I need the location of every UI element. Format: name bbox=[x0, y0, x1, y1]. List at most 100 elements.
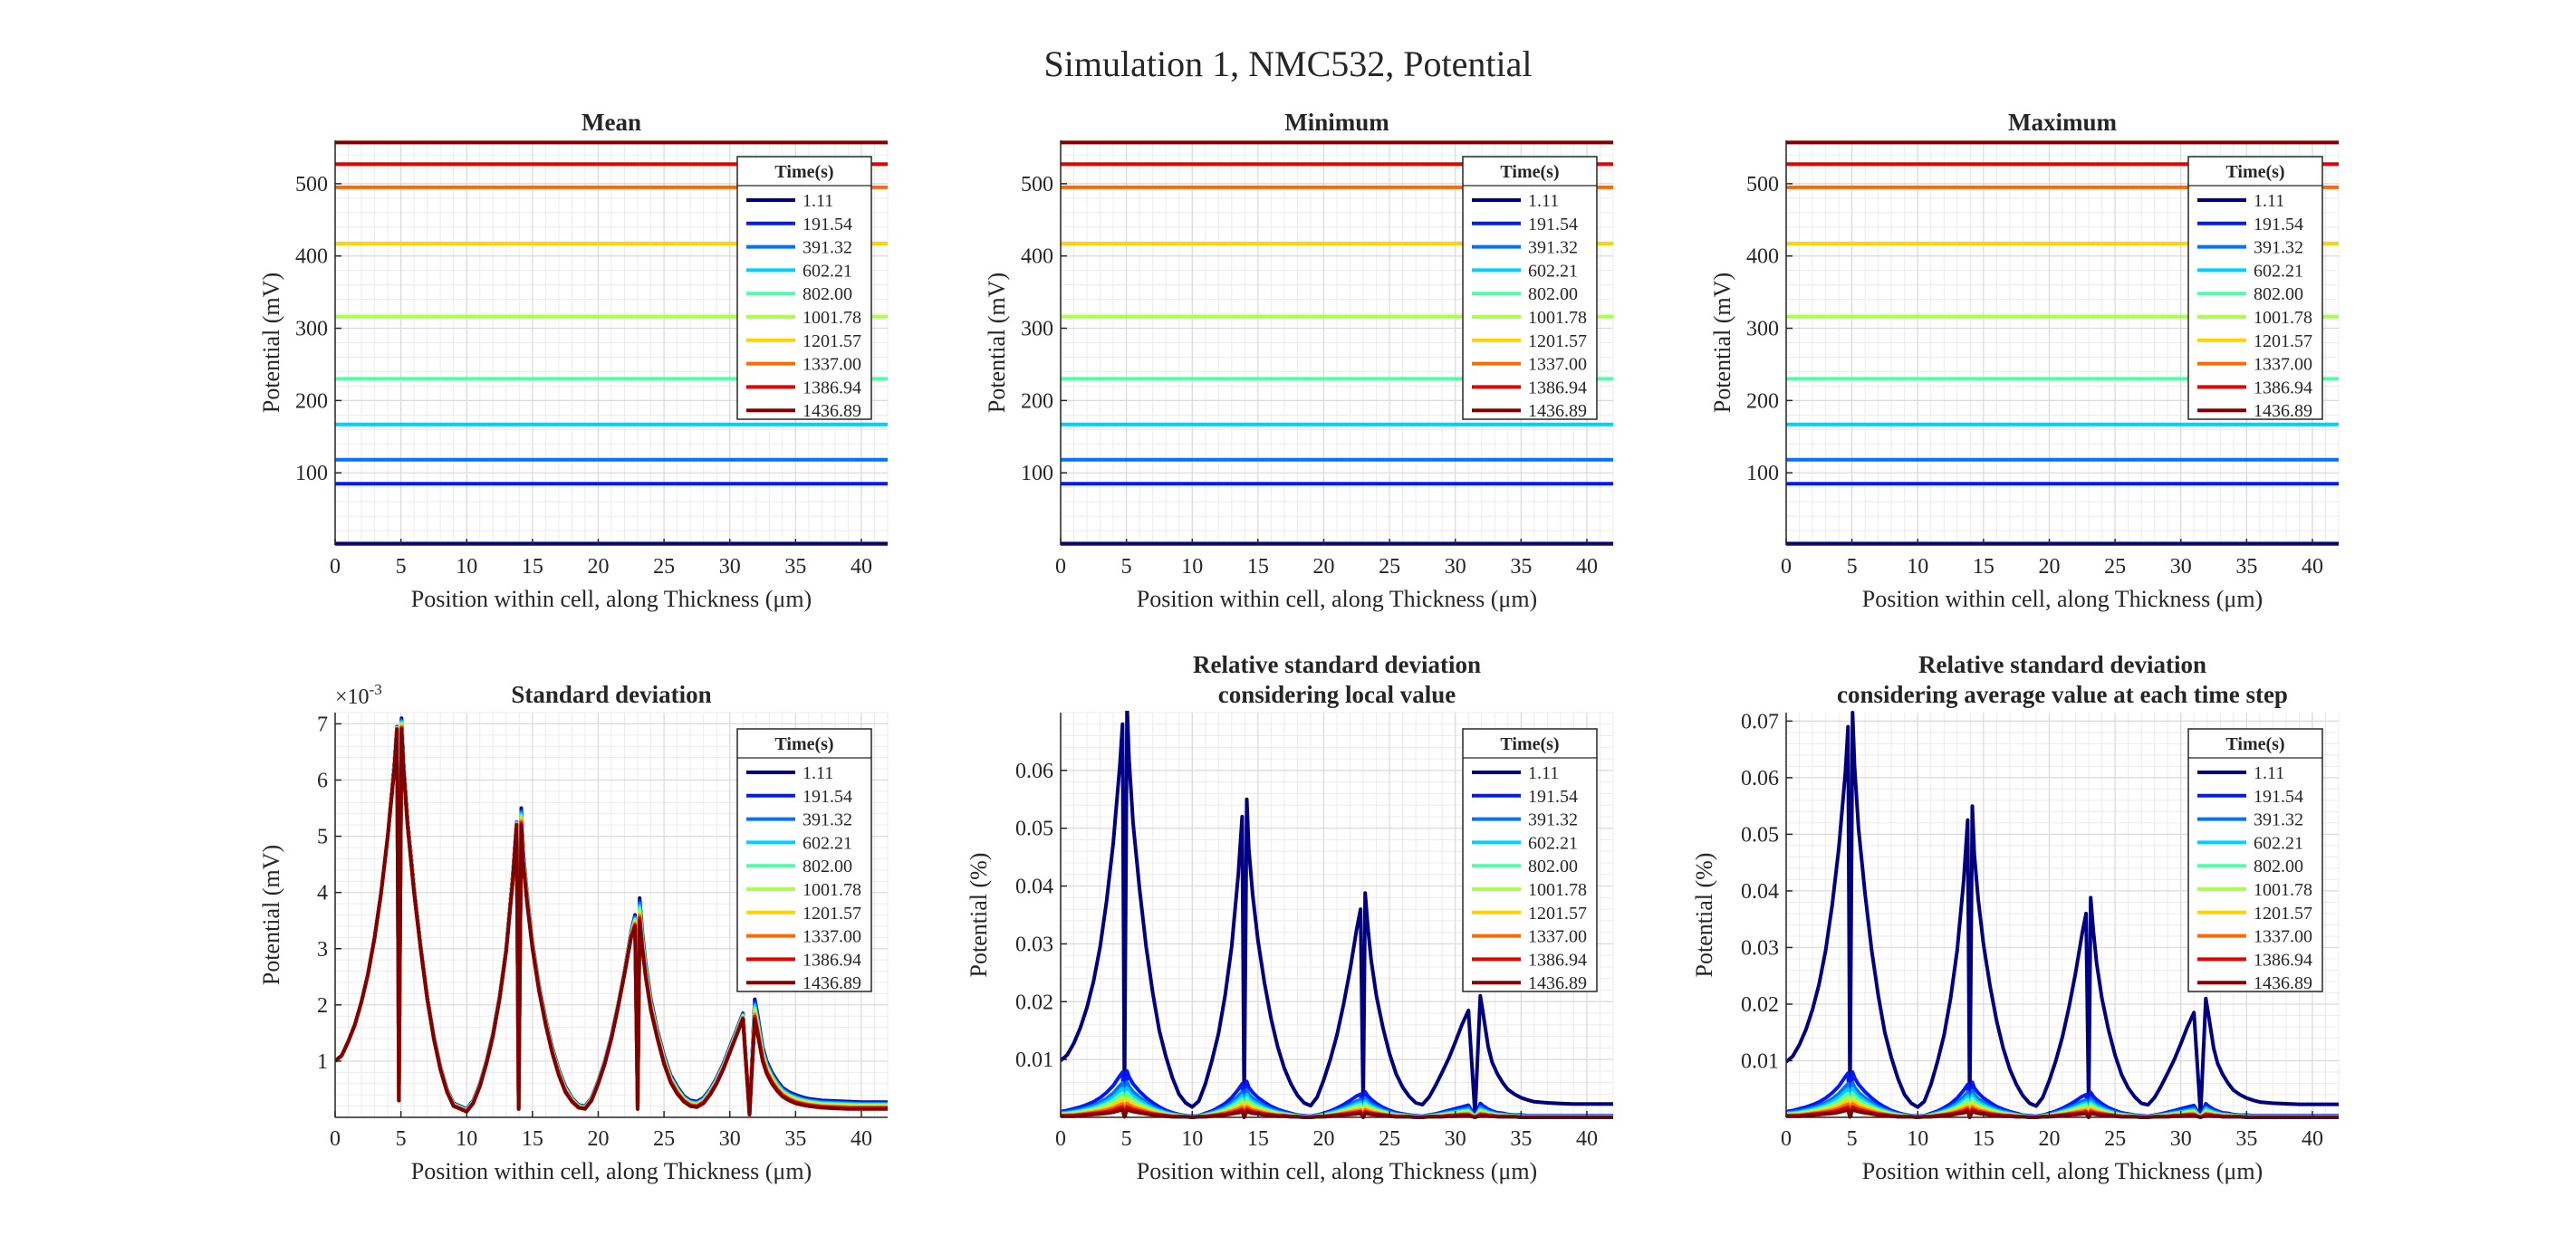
legend: Time(s) 1.11 191.54 391.32 602.21 802.00 1001.… bbox=[2187, 156, 2323, 421]
legend-label: 191.54 bbox=[803, 787, 852, 807]
legend-label: 1201.57 bbox=[803, 331, 861, 351]
y-tick-label: 4 bbox=[317, 882, 328, 905]
x-tick-label: 0 bbox=[1055, 555, 1066, 579]
legend-label: 1001.78 bbox=[803, 308, 861, 328]
legend: Time(s) 1.11 191.54 391.32 602.21 802.00 1001.… bbox=[736, 156, 872, 421]
subplot-4: 0 5 10 15 20 25 30 35 40 1 2 3 4 5 6 7 ×10-3 Position wit… bbox=[258, 681, 889, 1184]
x-tick-label: 15 bbox=[1973, 555, 1994, 579]
y-tick-label: 500 bbox=[1746, 173, 1779, 196]
legend-label: 1201.57 bbox=[1528, 331, 1587, 351]
y-tick-label: 500 bbox=[295, 173, 328, 196]
y-axis-label: Potential (%) bbox=[1691, 853, 1717, 978]
y-tick-label: 500 bbox=[1021, 173, 1053, 196]
y-tick-label: 100 bbox=[1746, 462, 1779, 485]
x-axis-label: Position within cell, along Thickness (μ… bbox=[1862, 1158, 2263, 1184]
x-tick-label: 0 bbox=[1055, 1127, 1066, 1151]
x-tick-label: 30 bbox=[2170, 555, 2192, 579]
legend-label: 1386.94 bbox=[803, 950, 861, 970]
series-line-1436.89 bbox=[335, 727, 888, 1116]
x-tick-label: 5 bbox=[396, 1127, 407, 1151]
x-tick-label: 25 bbox=[653, 555, 675, 579]
legend-label: 1337.00 bbox=[803, 927, 861, 947]
legend-label: 1.11 bbox=[2254, 191, 2284, 211]
legend-label: 1201.57 bbox=[2254, 904, 2312, 924]
legend: Time(s) 1.11 191.54 391.32 602.21 802.00 1001.… bbox=[1462, 156, 1598, 421]
x-tick-label: 30 bbox=[2170, 1127, 2192, 1151]
y-tick-label: 7 bbox=[317, 713, 328, 736]
x-tick-label: 35 bbox=[784, 1127, 806, 1151]
x-tick-label: 10 bbox=[1181, 1127, 1203, 1151]
legend-title: Time(s) bbox=[1500, 734, 1559, 754]
x-tick-label: 10 bbox=[1181, 555, 1203, 579]
y-tick-label: 0.07 bbox=[1741, 710, 1779, 733]
x-tick-label: 25 bbox=[2104, 555, 2126, 579]
y-tick-label: 0.04 bbox=[1741, 880, 1779, 904]
legend-label: 1436.89 bbox=[803, 973, 861, 993]
x-axis-label: Position within cell, along Thickness (μ… bbox=[411, 586, 812, 612]
series-group bbox=[1786, 140, 2339, 546]
x-tick-label: 10 bbox=[1907, 555, 1928, 579]
x-tick-label: 5 bbox=[1121, 555, 1132, 579]
y-tick-label: 400 bbox=[295, 245, 328, 269]
x-tick-label: 35 bbox=[1510, 555, 1532, 579]
legend-label: 1.11 bbox=[1528, 191, 1559, 211]
y-tick-label: 400 bbox=[1746, 245, 1779, 269]
y-axis-label: Potential (mV) bbox=[984, 273, 1010, 413]
legend-label: 1201.57 bbox=[2254, 331, 2312, 351]
legend-label: 1386.94 bbox=[1528, 950, 1587, 970]
legend-label: 1337.00 bbox=[803, 355, 861, 375]
x-tick-label: 10 bbox=[1907, 1127, 1928, 1151]
legend-title: Time(s) bbox=[2225, 734, 2284, 754]
legend-label: 802.00 bbox=[1528, 857, 1578, 876]
y-tick-label: 0.04 bbox=[1015, 876, 1053, 899]
legend-label: 1337.00 bbox=[2254, 927, 2312, 947]
x-tick-label: 0 bbox=[330, 1127, 341, 1151]
x-tick-label: 20 bbox=[2038, 1127, 2060, 1151]
subplot-5: 0 5 10 15 20 25 30 35 40 0.01 0.02 0.03 0.04 0.05 0.06… bbox=[966, 651, 1614, 1184]
y-tick-label: 0.03 bbox=[1741, 936, 1779, 960]
legend-label: 1436.89 bbox=[2254, 973, 2312, 993]
y-tick-label: 0.02 bbox=[1741, 993, 1779, 1017]
legend-label: 191.54 bbox=[1528, 787, 1578, 807]
x-tick-label: 5 bbox=[1847, 555, 1858, 579]
x-tick-label: 15 bbox=[522, 1127, 543, 1151]
x-tick-label: 5 bbox=[1847, 1127, 1858, 1151]
legend-label: 1337.00 bbox=[1528, 355, 1587, 375]
y-tick-label: 2 bbox=[317, 994, 328, 1018]
legend-label: 802.00 bbox=[803, 284, 852, 304]
legend-label: 1436.89 bbox=[1528, 401, 1587, 421]
x-tick-label: 20 bbox=[1312, 555, 1334, 579]
subplot-1: 0 5 10 15 20 25 30 35 40 100 200 300 400 500 Position … bbox=[258, 109, 889, 612]
series-group bbox=[1061, 711, 1613, 1119]
subplot-title: Relative standard deviation bbox=[1193, 651, 1481, 678]
legend-label: 1.11 bbox=[2254, 763, 2284, 783]
y-exponent-power: -3 bbox=[370, 681, 382, 698]
legend-label: 802.00 bbox=[803, 857, 852, 876]
legend-label: 1337.00 bbox=[2254, 355, 2312, 375]
x-tick-label: 35 bbox=[2235, 555, 2257, 579]
x-tick-label: 30 bbox=[1445, 1127, 1466, 1151]
x-tick-label: 25 bbox=[1379, 555, 1400, 579]
legend-label: 802.00 bbox=[2254, 284, 2303, 304]
x-tick-label: 25 bbox=[1379, 1127, 1400, 1151]
legend-label: 602.21 bbox=[803, 833, 852, 853]
x-tick-label: 0 bbox=[1781, 555, 1792, 579]
y-tick-label: 300 bbox=[1021, 318, 1053, 341]
legend-title: Time(s) bbox=[2225, 162, 2284, 182]
legend: Time(s) 1.11 191.54 391.32 602.21 802.00 1001.… bbox=[736, 728, 872, 993]
legend: Time(s) 1.11 191.54 391.32 602.21 802.00 1001.… bbox=[1462, 728, 1598, 993]
x-tick-label: 15 bbox=[1247, 1127, 1269, 1151]
x-tick-label: 0 bbox=[330, 555, 341, 579]
legend-label: 391.32 bbox=[1528, 810, 1578, 830]
y-tick-label: 0.06 bbox=[1015, 760, 1053, 783]
y-exponent-label: ×10-3 bbox=[335, 681, 382, 709]
legend-title: Time(s) bbox=[1500, 162, 1559, 182]
x-tick-label: 10 bbox=[456, 1127, 477, 1151]
legend-label: 1337.00 bbox=[1528, 927, 1587, 947]
x-tick-label: 0 bbox=[1781, 1127, 1792, 1151]
y-tick-label: 400 bbox=[1021, 245, 1053, 269]
legend-label: 1386.94 bbox=[2254, 950, 2312, 970]
y-tick-label: 200 bbox=[1746, 389, 1779, 413]
y-tick-label: 0.05 bbox=[1015, 818, 1053, 841]
legend: Time(s) 1.11 191.54 391.32 602.21 802.00 1001.… bbox=[2187, 728, 2323, 993]
